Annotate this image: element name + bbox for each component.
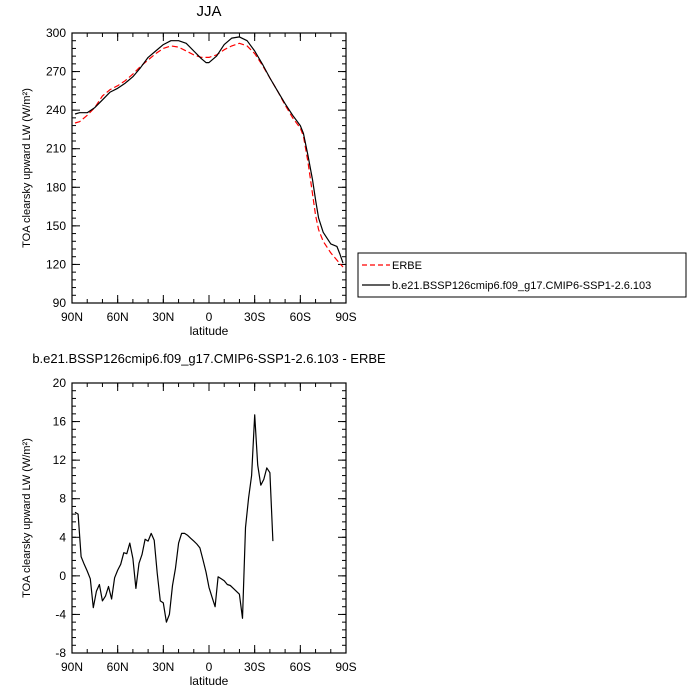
y-tick-label: 8 <box>59 492 66 506</box>
chart-title: JJA <box>196 3 221 20</box>
legend-label-model: b.e21.BSSP126cmip6.f09_g17.CMIP6-SSP1-2.… <box>392 280 651 292</box>
series-line-erbe <box>74 42 344 268</box>
y-tick-label: -8 <box>55 646 66 660</box>
y-tick-label: 180 <box>46 180 66 194</box>
plot-frame <box>71 382 347 654</box>
x-tick-label: 60S <box>290 660 311 674</box>
series-line-difference-0 <box>74 414 274 623</box>
x-tick-label: 0 <box>206 660 213 674</box>
series-line-b-e21-bssp126cmip6-f09-g17-cmip6-ssp1-2-6-103 <box>74 36 344 264</box>
legend: ERBE b.e21.BSSP126cmip6.f09_g17.CMIP6-SS… <box>357 252 687 298</box>
x-axis-label: latitude <box>190 674 229 688</box>
legend-label-erbe: ERBE <box>392 260 422 272</box>
bottom-panel: b.e21.BSSP126cmip6.f09_g17.CMIP6-SSP1-2.… <box>21 351 386 688</box>
x-tick-label: 30N <box>152 310 174 324</box>
y-tick-label: 16 <box>53 415 67 429</box>
x-tick-label: 0 <box>206 310 213 324</box>
y-axis-label: TOA clearsky upward LW (W/m²) <box>21 88 33 248</box>
x-axis-label: latitude <box>190 324 229 338</box>
y-tick-label: 210 <box>46 142 66 156</box>
y-tick-label: -4 <box>55 607 66 621</box>
x-tick-label: 90N <box>61 310 83 324</box>
x-tick-label: 60N <box>107 310 129 324</box>
y-tick-label: 12 <box>53 453 67 467</box>
x-tick-label: 30S <box>244 310 265 324</box>
x-tick-label: 30N <box>152 660 174 674</box>
y-tick-label: 120 <box>46 257 66 271</box>
y-tick-label: 4 <box>59 530 66 544</box>
x-tick-label: 90S <box>335 310 356 324</box>
y-tick-label: 90 <box>53 296 67 310</box>
y-tick-label: 270 <box>46 65 66 79</box>
y-tick-label: 240 <box>46 103 66 117</box>
x-tick-label: 30S <box>244 660 265 674</box>
x-tick-label: 90S <box>335 660 356 674</box>
x-tick-label: 60S <box>290 310 311 324</box>
plot-frame <box>71 32 347 304</box>
chart-title: b.e21.BSSP126cmip6.f09_g17.CMIP6-SSP1-2.… <box>32 351 386 366</box>
y-tick-label: 300 <box>46 26 66 40</box>
y-tick-label: 150 <box>46 219 66 233</box>
y-axis-label: TOA clearsky upward LW (W/m²) <box>21 438 33 598</box>
y-tick-label: 0 <box>59 569 66 583</box>
x-tick-label: 90N <box>61 660 83 674</box>
top-panel: JJA 90N 60N 30N 0 30S 60S 90S 90 120 150 180 210 240 2… <box>21 3 357 338</box>
y-tick-label: 20 <box>53 376 67 390</box>
x-tick-label: 60N <box>107 660 129 674</box>
legend-box <box>357 252 687 298</box>
